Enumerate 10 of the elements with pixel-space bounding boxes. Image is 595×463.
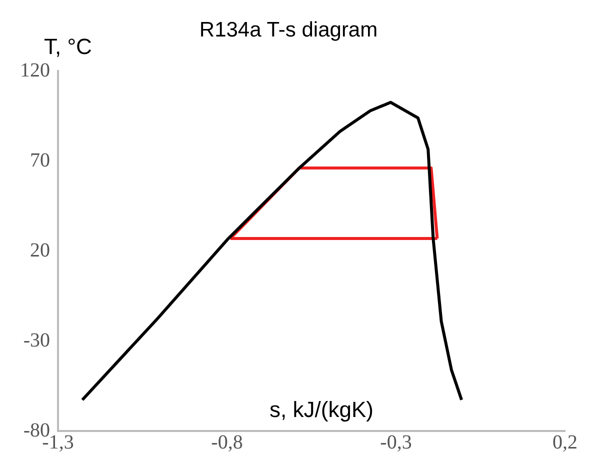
y-tick-label: -30	[23, 329, 50, 352]
x-tick-label: 0,2	[552, 431, 578, 454]
x-axis-title: s, kJ/(kgK)	[270, 397, 374, 422]
x-tick-label: -0,8	[211, 431, 243, 454]
y-tick-label: 20	[30, 239, 50, 262]
y-tick-label: 120	[20, 59, 50, 82]
chart-title: R134a T-s diagram	[199, 18, 378, 42]
y-tick-label: 70	[30, 149, 50, 172]
x-tick-label: -0,3	[380, 431, 412, 454]
y-axis-title: T, °C	[44, 34, 92, 59]
